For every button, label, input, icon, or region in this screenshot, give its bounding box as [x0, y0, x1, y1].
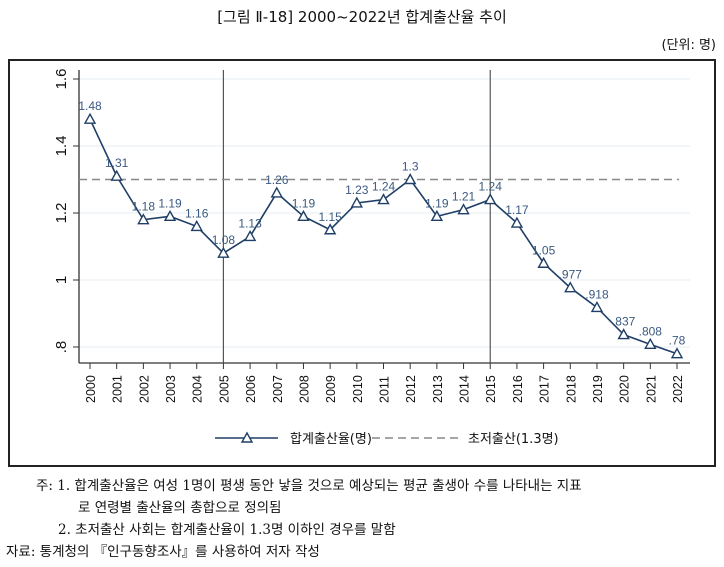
- data-label: .808: [639, 324, 663, 338]
- x-tick-label: 2015: [484, 375, 498, 403]
- data-point-marker: [457, 203, 470, 215]
- data-point-marker: [163, 209, 177, 222]
- data-point-marker: [110, 169, 123, 181]
- data-label: 1.18: [132, 200, 156, 214]
- source-note: 자료: 통계청의 『인구동향조사』를 사용하여 저자 작성: [6, 544, 320, 560]
- x-tick-label: 2010: [351, 375, 365, 403]
- data-point-marker: [617, 328, 630, 340]
- note-1: 주: 1. 합계출산율은 여성 1명이 평생 동안 낳을 것으로 예상되는 평균…: [36, 478, 582, 494]
- notes: 주: 1. 합계출산율은 여성 1명이 평생 동안 낳을 것으로 예상되는 평균…: [0, 475, 582, 563]
- x-tick-label: 2005: [217, 375, 231, 403]
- data-label: 1.26: [265, 173, 289, 187]
- data-label: 1.21: [452, 190, 476, 204]
- data-point-marker: [323, 223, 337, 235]
- data-point-marker: [190, 219, 203, 232]
- data-label: 1.16: [185, 206, 209, 220]
- data-point-marker: [510, 216, 524, 228]
- data-label: 1.31: [105, 156, 129, 170]
- data-point-marker: [403, 173, 417, 185]
- x-tick-label: 2013: [431, 375, 445, 403]
- data-point-marker: [430, 209, 444, 222]
- data-label: 1.05: [532, 243, 556, 257]
- data-point-marker: [644, 337, 657, 350]
- figure-title: [그림 Ⅱ-18] 2000~2022년 합계출산율 추이: [217, 8, 507, 26]
- data-point-marker: [484, 193, 497, 205]
- data-label: 1.08: [212, 233, 236, 247]
- x-tick-label: 2019: [591, 375, 605, 403]
- data-point-marker: [377, 193, 390, 205]
- data-label: 1.13: [238, 216, 262, 230]
- x-tick-label: 2007: [271, 375, 285, 403]
- x-tick-label: 2002: [137, 375, 151, 403]
- data-label: 1.19: [158, 196, 182, 210]
- data-point-marker: [564, 281, 577, 293]
- data-label: 1.17: [505, 203, 529, 217]
- data-label: .78: [669, 334, 686, 348]
- data-point-marker: [137, 213, 150, 225]
- x-tick-label: 2016: [511, 375, 525, 403]
- y-tick-label: .8: [53, 341, 70, 354]
- data-label: 1.19: [425, 196, 449, 210]
- x-tick-label: 2020: [618, 375, 632, 403]
- data-label: 1.3: [402, 160, 419, 174]
- data-point-marker: [217, 246, 230, 258]
- legend-threshold-label: 초저출산(1.3명): [468, 432, 559, 447]
- x-tick-label: 2006: [244, 375, 258, 403]
- data-point-marker: [670, 347, 684, 359]
- x-tick-label: 2021: [644, 375, 658, 403]
- x-tick-label: 2014: [458, 375, 472, 403]
- unit-label: (단위: 명): [661, 38, 716, 53]
- data-point-marker: [270, 186, 283, 198]
- y-tick-label: 1.2: [53, 203, 70, 224]
- data-label: 1.24: [479, 180, 503, 194]
- x-tick-label: 2012: [404, 375, 418, 403]
- data-point-marker: [350, 196, 364, 208]
- data-point-marker: [297, 209, 310, 222]
- data-label: .977: [559, 268, 583, 282]
- y-tick-label: 1.6: [53, 69, 70, 90]
- chart-frame: [8, 59, 716, 467]
- x-tick-label: 2000: [84, 375, 98, 403]
- data-point-marker: [83, 112, 97, 124]
- note-1-cont: 로 연령별 출산율의 총합으로 정의됨: [78, 500, 282, 516]
- series-line: [89, 118, 678, 355]
- data-point-marker: [537, 256, 550, 268]
- x-tick-label: 2001: [111, 375, 125, 403]
- x-tick-label: 2018: [564, 375, 578, 403]
- data-label: 1.15: [318, 210, 342, 224]
- y-tick-label: 1.4: [53, 136, 70, 157]
- x-tick-label: 2003: [164, 375, 178, 403]
- data-point-marker: [243, 230, 257, 242]
- data-label: 1.19: [292, 196, 316, 210]
- x-tick-label: 2004: [191, 375, 205, 403]
- data-label: 1.23: [345, 183, 369, 197]
- data-label: 1.48: [78, 99, 102, 113]
- x-tick-label: 2008: [297, 375, 311, 403]
- x-tick-label: 2017: [538, 375, 552, 403]
- x-tick-label: 2022: [671, 375, 685, 403]
- data-point-marker: [590, 301, 604, 313]
- data-label: 1.24: [372, 180, 396, 194]
- data-label: .837: [612, 315, 636, 329]
- y-tick-label: 1: [53, 276, 70, 284]
- x-tick-label: 2011: [378, 376, 392, 403]
- legend-triangle-icon: [240, 431, 254, 443]
- note-2: 2. 초저출산 사회는 합계출산율이 1.3명 이하인 경우를 말함: [58, 522, 396, 538]
- line-chart: .8 1 1.2 1.4 1.6 2000 2001 2002 2003 2004 2005 2006…: [53, 69, 690, 447]
- legend-series-label: 합계출산율(명): [290, 432, 372, 447]
- x-tick-label: 2009: [324, 375, 338, 403]
- data-label: .918: [585, 287, 609, 301]
